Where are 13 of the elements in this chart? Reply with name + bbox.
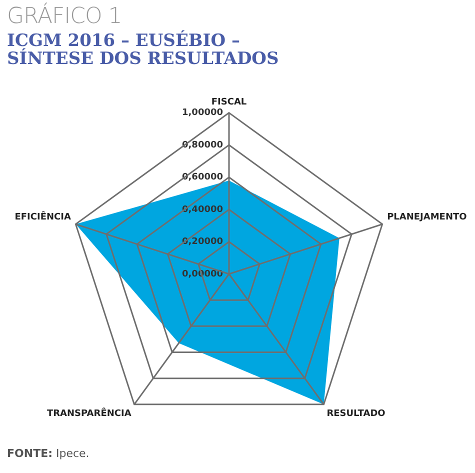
chart-subtitle: ICGM 2016 – EUSÉBIO – SÍNTESE DOS RESULTADOS — [7, 31, 279, 69]
spoke-label: FISCAL — [211, 98, 247, 108]
y-tick-label: 0,60000 — [182, 172, 223, 183]
spoke-label: PLANEJAMENTO — [387, 212, 468, 223]
source-note: FONTE: Ipece. — [7, 447, 90, 460]
y-tick-label: 0,80000 — [182, 140, 223, 150]
y-tick-label: 0,20000 — [182, 237, 223, 248]
chart-title: GRÁFICO 1 — [7, 4, 122, 29]
y-tick-label: 0,40000 — [182, 204, 223, 215]
spoke-label: TRANSPARÊNCIA — [46, 407, 132, 420]
spoke-label: RESULTADO — [326, 409, 386, 420]
y-tick-label: 1,00000 — [182, 108, 223, 118]
spoke-label: EFICIÊNCIA — [14, 210, 71, 223]
